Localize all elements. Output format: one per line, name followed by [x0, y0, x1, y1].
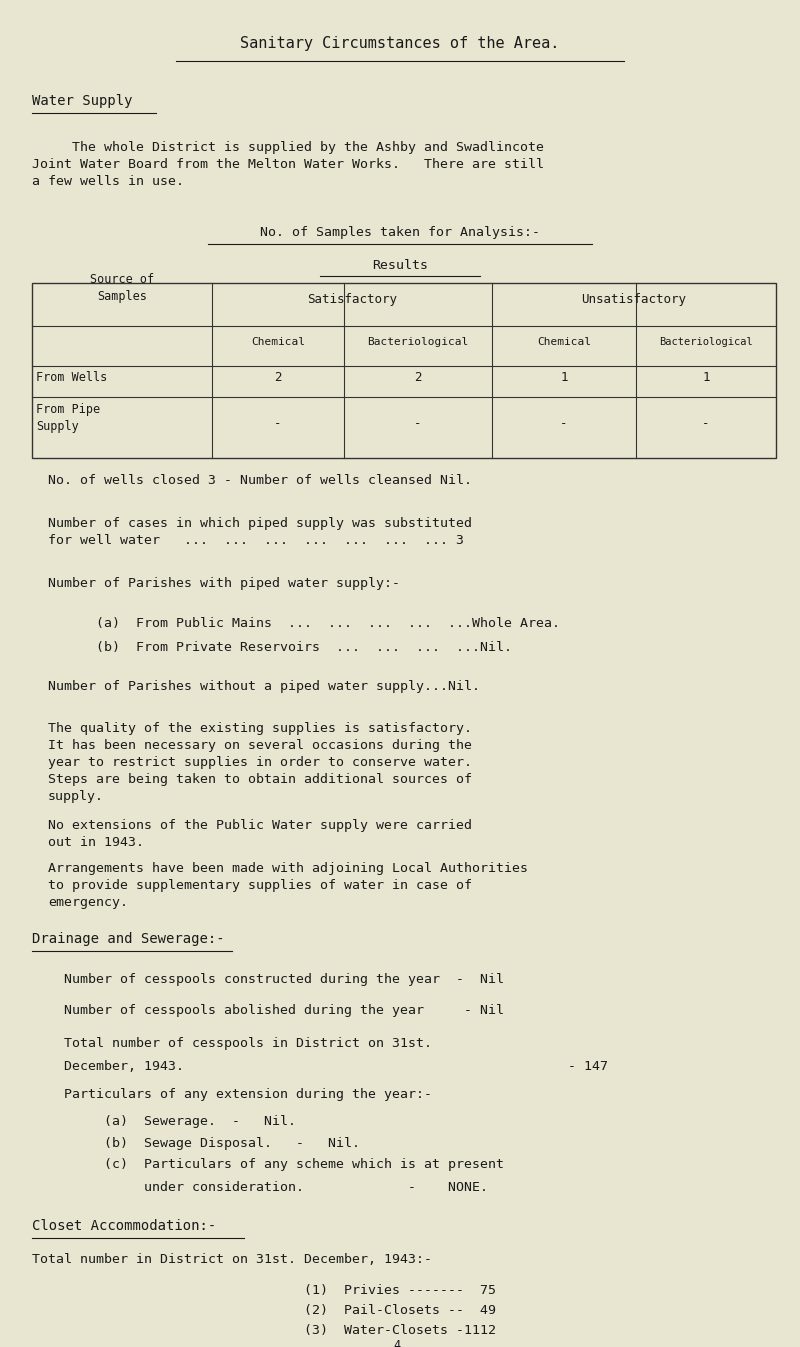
Text: Number of cesspools constructed during the year  -  Nil: Number of cesspools constructed during t…: [64, 973, 504, 986]
Text: 1: 1: [560, 372, 568, 384]
Text: The whole District is supplied by the Ashby and Swadlincote
Joint Water Board fr: The whole District is supplied by the As…: [32, 141, 544, 189]
Text: (a)  From Public Mains  ...  ...  ...  ...  ...Whole Area.: (a) From Public Mains ... ... ... ... ..…: [80, 617, 560, 630]
Text: Source of
Samples: Source of Samples: [90, 273, 154, 303]
Text: Chemical: Chemical: [537, 337, 591, 348]
Text: 2: 2: [414, 372, 422, 384]
Text: 2: 2: [274, 372, 282, 384]
Text: -: -: [274, 418, 282, 430]
Text: Water Supply: Water Supply: [32, 94, 133, 108]
Text: Total number in District on 31st. December, 1943:-: Total number in District on 31st. Decemb…: [32, 1253, 432, 1266]
Text: (2)  Pail-Closets --  49: (2) Pail-Closets -- 49: [304, 1304, 496, 1317]
Text: Number of Parishes without a piped water supply...Nil.: Number of Parishes without a piped water…: [48, 680, 480, 694]
Text: (b)  Sewage Disposal.   -   Nil.: (b) Sewage Disposal. - Nil.: [88, 1137, 360, 1150]
Text: Bacteriological: Bacteriological: [367, 337, 469, 348]
Text: under consideration.             -    NONE.: under consideration. - NONE.: [88, 1181, 488, 1195]
Text: The quality of the existing supplies is satisfactory.
It has been necessary on s: The quality of the existing supplies is …: [48, 722, 472, 803]
Text: Chemical: Chemical: [251, 337, 305, 348]
Text: (a)  Sewerage.  -   Nil.: (a) Sewerage. - Nil.: [88, 1115, 296, 1129]
Text: Number of Parishes with piped water supply:-: Number of Parishes with piped water supp…: [48, 577, 400, 590]
Text: -: -: [414, 418, 422, 430]
Text: (1)  Privies -------  75: (1) Privies ------- 75: [304, 1284, 496, 1297]
Text: 1: 1: [702, 372, 710, 384]
Text: (3)  Water-Closets -1112: (3) Water-Closets -1112: [304, 1324, 496, 1338]
Text: (c)  Particulars of any scheme which is at present: (c) Particulars of any scheme which is a…: [88, 1158, 504, 1172]
Text: Arrangements have been made with adjoining Local Authorities
to provide suppleme: Arrangements have been made with adjoini…: [48, 862, 528, 909]
Text: No extensions of the Public Water supply were carried
out in 1943.: No extensions of the Public Water supply…: [48, 819, 472, 849]
Text: Unsatisfactory: Unsatisfactory: [582, 292, 686, 306]
Text: Number of cesspools abolished during the year     - Nil: Number of cesspools abolished during the…: [64, 1004, 504, 1017]
Text: December, 1943.                                                - 147: December, 1943. - 147: [64, 1060, 608, 1074]
Text: (b)  From Private Reservoirs  ...  ...  ...  ...Nil.: (b) From Private Reservoirs ... ... ... …: [80, 641, 512, 655]
Text: From Pipe
Supply: From Pipe Supply: [36, 403, 100, 432]
Text: Satisfactory: Satisfactory: [307, 292, 397, 306]
Text: From Wells: From Wells: [36, 372, 107, 384]
Text: -: -: [560, 418, 568, 430]
Text: Number of cases in which piped supply was substituted
for well water   ...  ... : Number of cases in which piped supply wa…: [48, 517, 472, 547]
Text: Total number of cesspools in District on 31st.: Total number of cesspools in District on…: [64, 1037, 432, 1051]
Text: Drainage and Sewerage:-: Drainage and Sewerage:-: [32, 932, 225, 946]
Text: Closet Accommodation:-: Closet Accommodation:-: [32, 1219, 216, 1233]
Text: 4.: 4.: [393, 1339, 407, 1347]
Text: No. of wells closed 3 - Number of wells cleansed Nil.: No. of wells closed 3 - Number of wells …: [48, 474, 472, 488]
Text: Bacteriological: Bacteriological: [659, 337, 753, 348]
Text: No. of Samples taken for Analysis:-: No. of Samples taken for Analysis:-: [260, 226, 540, 240]
Text: Sanitary Circumstances of the Area.: Sanitary Circumstances of the Area.: [240, 36, 560, 51]
Text: Results: Results: [372, 259, 428, 272]
Bar: [32, 283, 776, 458]
Text: -: -: [702, 418, 710, 430]
Text: Particulars of any extension during the year:-: Particulars of any extension during the …: [64, 1088, 432, 1102]
